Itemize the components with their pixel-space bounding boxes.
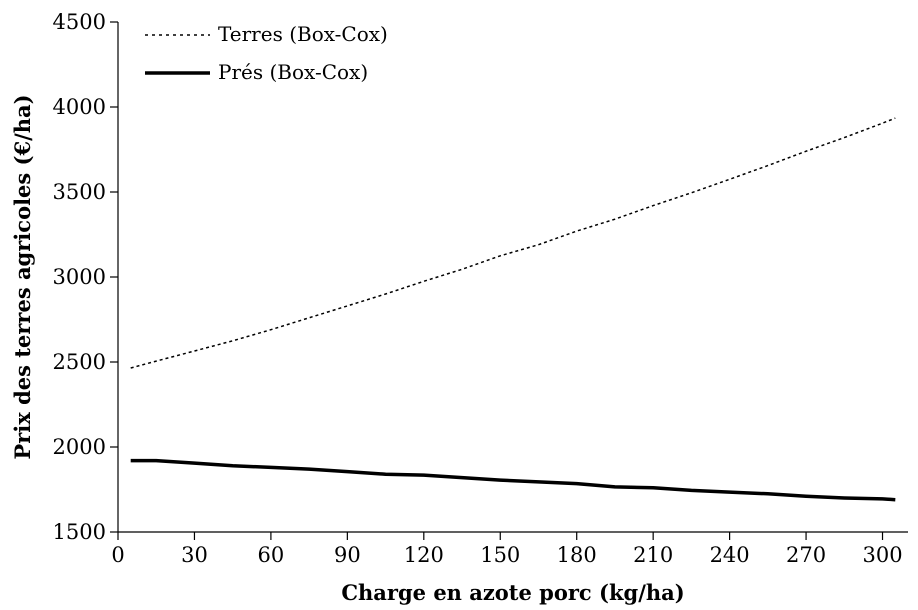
legend-label-terres: Terres (Box-Cox)	[218, 22, 388, 46]
x-tick-label: 60	[258, 543, 285, 567]
x-tick-label: 0	[111, 543, 124, 567]
y-axis-ticks: 1500 2000 2500 3000 3500 4000 4500	[53, 10, 118, 544]
x-tick-label: 90	[334, 543, 361, 567]
x-tick-label: 120	[404, 543, 444, 567]
legend-label-pres: Prés (Box-Cox)	[218, 60, 368, 84]
y-tick-label: 4000	[53, 95, 106, 119]
x-tick-label: 30	[181, 543, 208, 567]
series-line-pres	[130, 458, 896, 502]
y-tick-label: 2000	[53, 435, 106, 459]
y-tick-label: 1500	[53, 520, 106, 544]
y-tick-label: 2500	[53, 350, 106, 374]
y-tick-label: 4500	[53, 10, 106, 34]
x-axis-title: Charge en azote porc (kg/ha)	[341, 580, 684, 605]
x-tick-label: 240	[710, 543, 750, 567]
x-tick-label: 210	[633, 543, 673, 567]
series-line-terres	[130, 117, 896, 369]
y-axis-title: Prix des terres agricoles (€/ha)	[10, 94, 35, 459]
x-tick-label: 270	[786, 543, 826, 567]
x-tick-label: 300	[862, 543, 902, 567]
legend: Terres (Box-Cox) Prés (Box-Cox)	[145, 22, 388, 84]
x-tick-label: 150	[480, 543, 520, 567]
axes	[117, 22, 908, 533]
series-layer	[130, 117, 896, 502]
x-tick-label: 180	[557, 543, 597, 567]
y-tick-label: 3000	[53, 265, 106, 289]
y-tick-label: 3500	[53, 180, 106, 204]
x-axis-ticks: 0 30 60 90 120 150 180 210 240 270 300	[111, 532, 903, 567]
